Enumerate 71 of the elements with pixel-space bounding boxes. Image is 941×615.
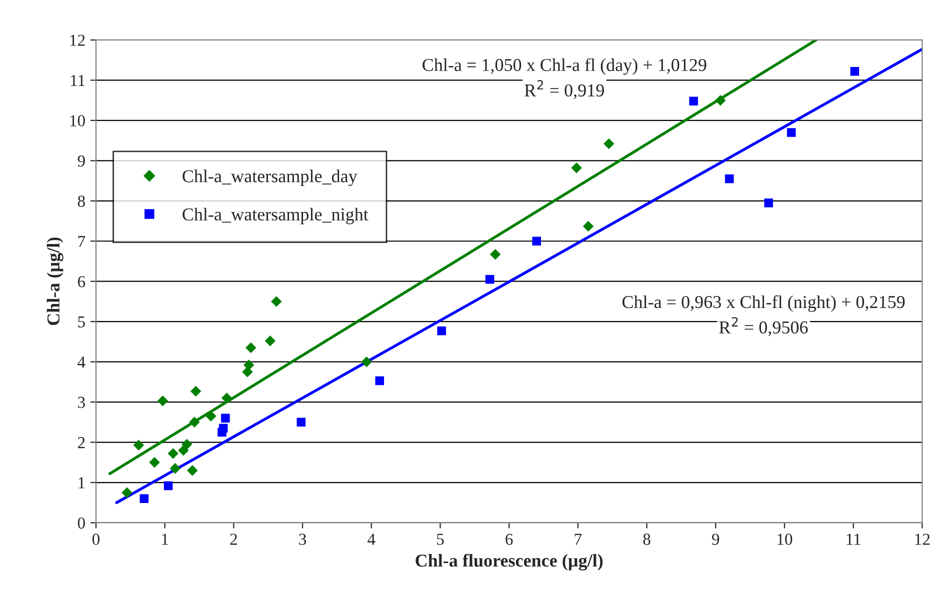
legend-label: Chl-a_watersample_day bbox=[182, 170, 358, 186]
annotation: R$^{2}$ = 0,919 bbox=[524, 80, 604, 100]
point bbox=[532, 236, 542, 246]
y-tick-label: 7 bbox=[78, 236, 86, 247]
annotation: Chl-a = 1,050 x Chl-a fl (day) + 1,0129 bbox=[422, 58, 706, 75]
annotation: Chl-a = 0,963 x Chl-fl (night) + 0,2159 bbox=[622, 295, 905, 312]
x-tick-label: 4 bbox=[368, 534, 376, 545]
y-tick-label: 9 bbox=[78, 155, 85, 167]
point bbox=[157, 395, 168, 406]
point bbox=[786, 128, 796, 137]
point bbox=[133, 440, 144, 450]
legend-label: Chl-a_watersample_night bbox=[182, 208, 368, 224]
point bbox=[164, 481, 173, 490]
point bbox=[490, 249, 501, 260]
y-tick-label: 10 bbox=[70, 115, 85, 126]
x-tick-label: 6 bbox=[506, 534, 513, 545]
point bbox=[485, 274, 494, 284]
point bbox=[764, 198, 774, 208]
y-tick-label: 6 bbox=[78, 276, 86, 288]
x-tick-label: 5 bbox=[437, 534, 444, 545]
annotation: R$^{2}$ = 0,9506 bbox=[719, 317, 808, 336]
point bbox=[170, 463, 181, 474]
point bbox=[168, 448, 178, 459]
point bbox=[715, 94, 726, 106]
point bbox=[571, 162, 582, 174]
point bbox=[243, 360, 254, 370]
point bbox=[582, 220, 594, 232]
x-tick-label: 3 bbox=[299, 534, 306, 545]
y-tick-label: 5 bbox=[78, 316, 85, 328]
point bbox=[190, 386, 202, 397]
point bbox=[189, 416, 200, 428]
point bbox=[140, 494, 149, 504]
x-tick-label: 0 bbox=[92, 534, 100, 545]
point bbox=[206, 410, 216, 422]
x-axis-title: Chl-a fluorescence (µg/l) bbox=[416, 554, 603, 571]
point bbox=[221, 414, 230, 423]
point bbox=[186, 465, 198, 476]
x-tick-label: 7 bbox=[574, 534, 582, 545]
y-axis-title: Chl-a (µg/l) bbox=[46, 238, 64, 326]
point bbox=[850, 66, 860, 76]
point bbox=[296, 418, 306, 427]
x-tick-label: 10 bbox=[778, 534, 792, 545]
x-tick-label: 9 bbox=[712, 534, 720, 545]
y-tick-label: 3 bbox=[78, 396, 85, 408]
y-tick-label: 8 bbox=[78, 196, 85, 207]
point bbox=[218, 424, 228, 433]
point bbox=[181, 438, 192, 450]
point bbox=[122, 487, 132, 498]
x-tick-label: 11 bbox=[846, 534, 860, 545]
point bbox=[361, 356, 372, 368]
y-tick-label: 0 bbox=[78, 517, 85, 529]
point bbox=[221, 392, 232, 404]
point bbox=[375, 376, 384, 386]
point bbox=[725, 174, 734, 184]
point bbox=[437, 326, 446, 336]
point bbox=[246, 342, 256, 354]
x-tick-label: 12 bbox=[915, 534, 930, 545]
x-tick-label: 1 bbox=[162, 534, 168, 545]
point bbox=[149, 457, 160, 468]
y-tick-label: 11 bbox=[70, 74, 85, 86]
point bbox=[264, 336, 276, 346]
x-tick-label: 2 bbox=[230, 534, 237, 545]
point bbox=[689, 96, 698, 106]
y-tick-label: 2 bbox=[78, 437, 85, 448]
point bbox=[270, 296, 282, 307]
y-tick-label: 4 bbox=[78, 356, 86, 368]
y-tick-label: 12 bbox=[70, 34, 85, 46]
point bbox=[604, 138, 614, 150]
y-tick-label: 1 bbox=[78, 477, 85, 488]
point bbox=[178, 444, 189, 456]
x-tick-label: 8 bbox=[643, 534, 650, 545]
